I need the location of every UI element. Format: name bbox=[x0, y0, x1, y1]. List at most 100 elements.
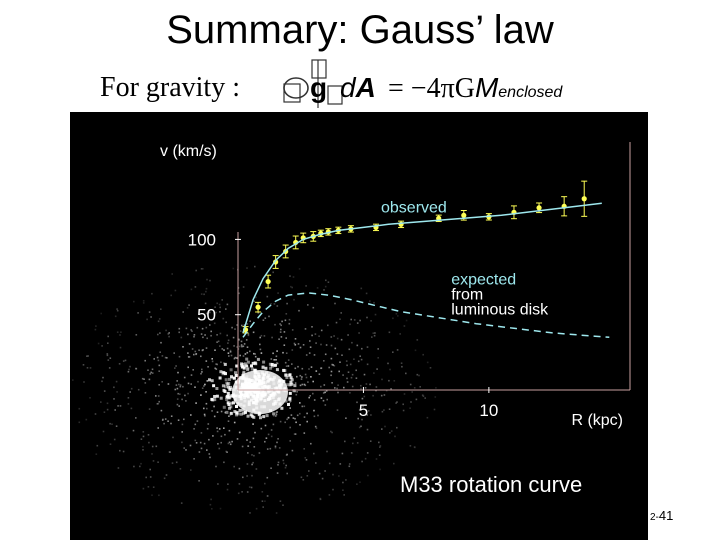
galaxy-speck bbox=[212, 435, 214, 437]
galaxy-speck bbox=[393, 380, 396, 382]
galaxy-speck bbox=[174, 289, 177, 292]
galaxy-speck bbox=[182, 385, 184, 388]
galaxy-speck bbox=[103, 390, 106, 392]
galaxy-speck bbox=[282, 368, 286, 372]
galaxy-speck bbox=[284, 466, 287, 469]
galaxy-speck bbox=[340, 338, 343, 341]
galaxy-speck bbox=[361, 460, 363, 463]
galaxy-speck bbox=[374, 313, 377, 316]
galaxy-speck bbox=[383, 394, 386, 396]
galaxy-speck bbox=[289, 426, 291, 429]
galaxy-speck bbox=[260, 334, 263, 337]
galaxy-speck bbox=[233, 421, 236, 424]
galaxy-speck bbox=[188, 343, 191, 345]
galaxy-speck bbox=[229, 387, 233, 391]
galaxy-speck bbox=[226, 401, 230, 405]
observed-point bbox=[581, 196, 587, 202]
galaxy-speck bbox=[304, 373, 307, 376]
galaxy-speck bbox=[299, 374, 302, 377]
galaxy-speck bbox=[357, 417, 359, 420]
galaxy-speck bbox=[243, 343, 246, 345]
galaxy-speck bbox=[313, 452, 315, 455]
galaxy-speck bbox=[253, 300, 255, 303]
galaxy-speck bbox=[304, 328, 307, 330]
galaxy-speck bbox=[128, 368, 130, 371]
galaxy-speck bbox=[188, 356, 191, 358]
galaxy-speck bbox=[82, 364, 85, 366]
galaxy-speck bbox=[301, 367, 304, 370]
galaxy-speck bbox=[289, 440, 291, 442]
galaxy-speck bbox=[295, 421, 297, 424]
galaxy-speck bbox=[313, 415, 316, 418]
galaxy-speck bbox=[306, 412, 308, 415]
galaxy-speck bbox=[226, 347, 229, 350]
formula-M: M bbox=[474, 72, 499, 103]
galaxy-speck bbox=[119, 346, 122, 349]
galaxy-speck bbox=[356, 344, 359, 347]
galaxy-speck bbox=[301, 376, 303, 378]
galaxy-speck bbox=[318, 373, 321, 375]
galaxy-speck bbox=[223, 362, 225, 364]
galaxy-speck bbox=[363, 373, 366, 376]
galaxy-speck bbox=[196, 326, 199, 329]
galaxy-speck bbox=[285, 383, 289, 387]
galaxy-speck bbox=[356, 483, 358, 485]
galaxy-speck bbox=[282, 351, 284, 354]
galaxy-speck bbox=[176, 380, 178, 382]
galaxy-speck bbox=[270, 303, 272, 305]
x-tick-label: 5 bbox=[359, 401, 368, 420]
galaxy-speck bbox=[152, 460, 155, 462]
galaxy-speck bbox=[330, 344, 333, 347]
galaxy-speck bbox=[109, 422, 111, 425]
galaxy-speck bbox=[186, 307, 189, 309]
galaxy-speck bbox=[213, 395, 217, 398]
galaxy-speck bbox=[320, 329, 323, 332]
galaxy-speck bbox=[295, 393, 298, 396]
galaxy-speck bbox=[325, 279, 327, 282]
galaxy-speck bbox=[299, 402, 301, 404]
galaxy-speck bbox=[135, 334, 138, 336]
galaxy-speck bbox=[216, 363, 218, 366]
galaxy-speck bbox=[200, 447, 203, 450]
galaxy-speck bbox=[289, 376, 293, 380]
galaxy-speck bbox=[113, 386, 115, 389]
galaxy-speck bbox=[175, 384, 178, 386]
galaxy-speck bbox=[190, 469, 192, 471]
galaxy-speck bbox=[228, 387, 232, 391]
galaxy-speck bbox=[233, 345, 235, 347]
galaxy-speck bbox=[288, 396, 292, 400]
galaxy-speck bbox=[254, 353, 256, 355]
galaxy-speck bbox=[228, 415, 230, 417]
galaxy-speck bbox=[187, 352, 189, 354]
galaxy-speck bbox=[238, 345, 241, 348]
galaxy-speck bbox=[183, 447, 185, 449]
galaxy-speck bbox=[273, 414, 275, 417]
galaxy-speck bbox=[109, 357, 112, 359]
galaxy-speck bbox=[303, 416, 306, 418]
galaxy-speck bbox=[216, 341, 218, 343]
galaxy-speck bbox=[194, 286, 197, 288]
galaxy-speck bbox=[203, 442, 206, 445]
galaxy-speck bbox=[213, 415, 216, 418]
galaxy-speck bbox=[296, 375, 298, 378]
galaxy-speck bbox=[107, 342, 109, 344]
galaxy-speck bbox=[316, 287, 319, 289]
galaxy-speck bbox=[306, 420, 308, 423]
galaxy-speck bbox=[228, 441, 231, 444]
galaxy-speck bbox=[379, 468, 381, 471]
galaxy-speck bbox=[195, 269, 197, 272]
galaxy-speck bbox=[324, 470, 326, 472]
galaxy-speck bbox=[236, 438, 239, 440]
galaxy-speck bbox=[258, 452, 261, 454]
galaxy-speck bbox=[224, 385, 228, 389]
galaxy-speck bbox=[336, 409, 339, 411]
galaxy-speck bbox=[101, 345, 103, 347]
galaxy-speck bbox=[261, 491, 264, 493]
galaxy-speck bbox=[334, 302, 336, 305]
galaxy-speck bbox=[311, 334, 313, 337]
galaxy-speck bbox=[287, 403, 290, 406]
galaxy-speck bbox=[164, 356, 167, 359]
galaxy-speck bbox=[416, 373, 419, 376]
galaxy-speck bbox=[288, 383, 292, 387]
galaxy-speck bbox=[190, 374, 193, 376]
